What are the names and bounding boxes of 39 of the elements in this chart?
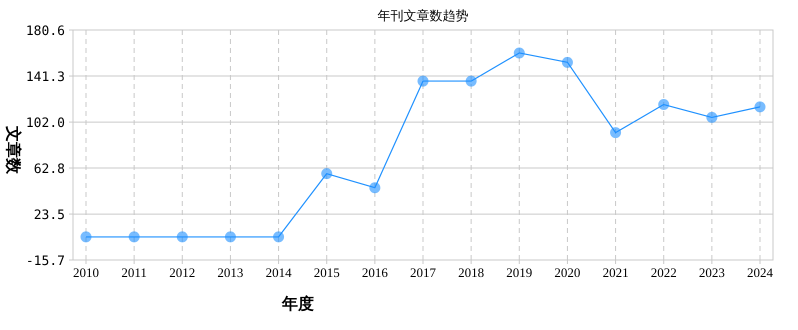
x-tick-label: 2019: [506, 265, 532, 280]
x-tick-label: 2011: [121, 265, 147, 280]
x-tick-label: 2013: [217, 265, 244, 280]
x-axis-title: 年度: [281, 294, 314, 313]
y-tick-label: 62.8: [34, 162, 65, 178]
y-tick-label: 102.0: [26, 116, 65, 132]
y-tick-label: 180.6: [26, 24, 65, 39]
point: [176, 231, 188, 242]
y-tick-label: 23.5: [34, 208, 65, 224]
point: [224, 231, 236, 242]
chart-title: 年刊文章数趋势: [378, 9, 468, 24]
x-tick-label: 2018: [458, 265, 484, 280]
point: [321, 168, 332, 180]
point: [128, 231, 140, 242]
x-tick-label: 2017: [410, 265, 436, 280]
x-tick-label: 2016: [362, 265, 388, 280]
x-tick-label: 2023: [698, 265, 725, 280]
x-tick-label: 2022: [650, 265, 677, 280]
x-tick-label: 2010: [73, 265, 99, 280]
point: [273, 231, 284, 242]
point: [80, 231, 92, 242]
y-tick-label: 141.3: [26, 70, 65, 86]
y-tick-label: -15.7: [26, 254, 65, 269]
point: [658, 99, 670, 110]
point: [610, 127, 622, 138]
x-tick-label: 2021: [602, 265, 629, 280]
point: [514, 47, 525, 58]
point: [562, 56, 573, 68]
point: [418, 76, 428, 87]
x-tick-label: 2012: [169, 265, 196, 280]
x-tick-label: 2015: [314, 265, 340, 280]
point: [706, 112, 718, 123]
x-tick-label: 2014: [266, 265, 292, 280]
x-tick-label: 2024: [747, 265, 774, 280]
y-axis-title: 文章数: [4, 125, 23, 175]
point: [754, 101, 766, 112]
point: [369, 182, 380, 194]
point: [466, 76, 477, 87]
x-tick-label: 2020: [554, 265, 580, 280]
